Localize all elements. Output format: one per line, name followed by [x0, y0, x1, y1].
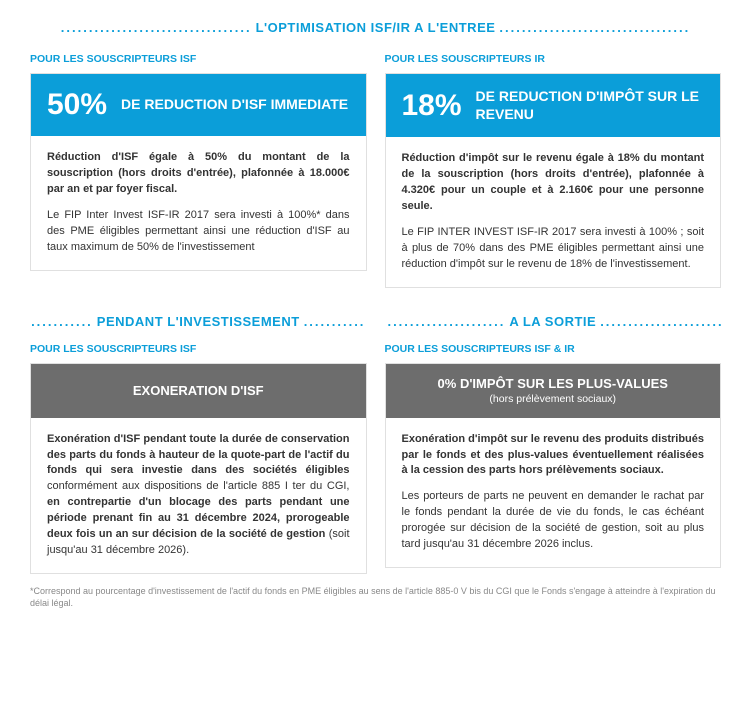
- dots-left: ..................................: [61, 20, 252, 35]
- section2-right-p2: Les porteurs de parts ne peuvent en dema…: [402, 489, 705, 553]
- section2-left-bold2: en contrepartie d'un blocage des parts p…: [47, 496, 350, 540]
- section1-grid: POUR LES SOUSCRIPTEURS ISF 50% DE REDUCT…: [30, 53, 721, 288]
- section2-right-card-head: 0% D'IMPÔT SUR LES PLUS-VALUES (hors pré…: [386, 364, 721, 418]
- section2-right-body: Exonération d'impôt sur le revenu des pr…: [386, 418, 721, 568]
- section1-left-subhead: POUR LES SOUSCRIPTEURS ISF: [30, 53, 367, 65]
- dots-right: ...........: [304, 314, 366, 329]
- section1-right-p1: Réduction d'impôt sur le revenu égale à …: [402, 151, 705, 215]
- dots-left: ........................: [385, 314, 506, 329]
- section1-right-percent: 18%: [402, 91, 462, 121]
- section1-right-card: 18% DE REDUCTION D'IMPÔT SUR LE REVENU R…: [385, 73, 722, 288]
- section1-left-headline: DE REDUCTION D'ISF IMMEDIATE: [121, 96, 348, 114]
- section2-right-title-label: A LA SORTIE: [505, 314, 600, 329]
- section1-left-body: Réduction d'ISF égale à 50% du montant d…: [31, 136, 366, 270]
- section2-right-card: 0% D'IMPÔT SUR LES PLUS-VALUES (hors pré…: [385, 363, 722, 569]
- section2-right-title: ........................ A LA SORTIE ...…: [385, 314, 722, 329]
- section1-right-body: Réduction d'impôt sur le revenu égale à …: [386, 137, 721, 287]
- section2-left-card-head: EXONERATION D'ISF: [31, 364, 366, 418]
- section2-title-row: ........... PENDANT L'INVESTISSEMENT ...…: [30, 314, 721, 329]
- section1-right-headline: DE REDUCTION D'IMPÔT SUR LE REVENU: [476, 88, 704, 123]
- section1-title: .................................. L'OPT…: [30, 20, 721, 35]
- section2-left-bold1: Exonération d'ISF pendant toute la durée…: [47, 433, 350, 477]
- section1-right-col: POUR LES SOUSCRIPTEURS IR 18% DE REDUCTI…: [385, 53, 722, 288]
- section1-right-subhead: POUR LES SOUSCRIPTEURS IR: [385, 53, 722, 65]
- section2-right-head: 0% D'IMPÔT SUR LES PLUS-VALUES: [400, 376, 707, 391]
- section2-left-head: EXONERATION D'ISF: [45, 383, 352, 398]
- section1-left-card: 50% DE REDUCTION D'ISF IMMEDIATE Réducti…: [30, 73, 367, 271]
- section1-left-col: POUR LES SOUSCRIPTEURS ISF 50% DE REDUCT…: [30, 53, 367, 288]
- footnote: *Correspond au pourcentage d'investissem…: [30, 586, 721, 609]
- section1-right-p2: Le FIP INTER INVEST ISF-IR 2017 sera inv…: [402, 225, 705, 273]
- section2-left-subhead: POUR LES SOUSCRIPTEURS ISF: [30, 343, 367, 355]
- section2-right-col: POUR LES SOUSCRIPTEURS ISF & IR 0% D'IMP…: [385, 343, 722, 575]
- section2-right-p1: Exonération d'impôt sur le revenu des pr…: [402, 432, 705, 480]
- section1-title-label: L'OPTIMISATION ISF/IR A L'ENTREE: [252, 20, 500, 35]
- section2-left-title: ........... PENDANT L'INVESTISSEMENT ...…: [30, 314, 367, 329]
- section2-left-paragraph: Exonération d'ISF pendant toute la durée…: [47, 432, 350, 560]
- section2-left-title-label: PENDANT L'INVESTISSEMENT: [93, 314, 304, 329]
- section2-left-plain1: conformément aux dispositions de l'artic…: [47, 480, 350, 492]
- dots-right: ..................................: [499, 20, 690, 35]
- section2-right-subhead: POUR LES SOUSCRIPTEURS ISF & IR: [385, 343, 722, 355]
- section2-grid: POUR LES SOUSCRIPTEURS ISF EXONERATION D…: [30, 343, 721, 575]
- section2-left-body: Exonération d'ISF pendant toute la durée…: [31, 418, 366, 574]
- section1-left-card-head: 50% DE REDUCTION D'ISF IMMEDIATE: [31, 74, 366, 136]
- section2-right-head-sub: (hors prélèvement sociaux): [400, 393, 707, 405]
- section1-right-card-head: 18% DE REDUCTION D'IMPÔT SUR LE REVENU: [386, 74, 721, 137]
- section2-left-col: POUR LES SOUSCRIPTEURS ISF EXONERATION D…: [30, 343, 367, 575]
- section1-left-percent: 50%: [47, 90, 107, 120]
- dots-right: ........................: [600, 314, 721, 329]
- section2-left-card: EXONERATION D'ISF Exonération d'ISF pend…: [30, 363, 367, 575]
- dots-left: ...........: [31, 314, 93, 329]
- section1-left-p1: Réduction d'ISF égale à 50% du montant d…: [47, 150, 350, 198]
- section1-left-p2: Le FIP Inter Invest ISF-IR 2017 sera inv…: [47, 208, 350, 256]
